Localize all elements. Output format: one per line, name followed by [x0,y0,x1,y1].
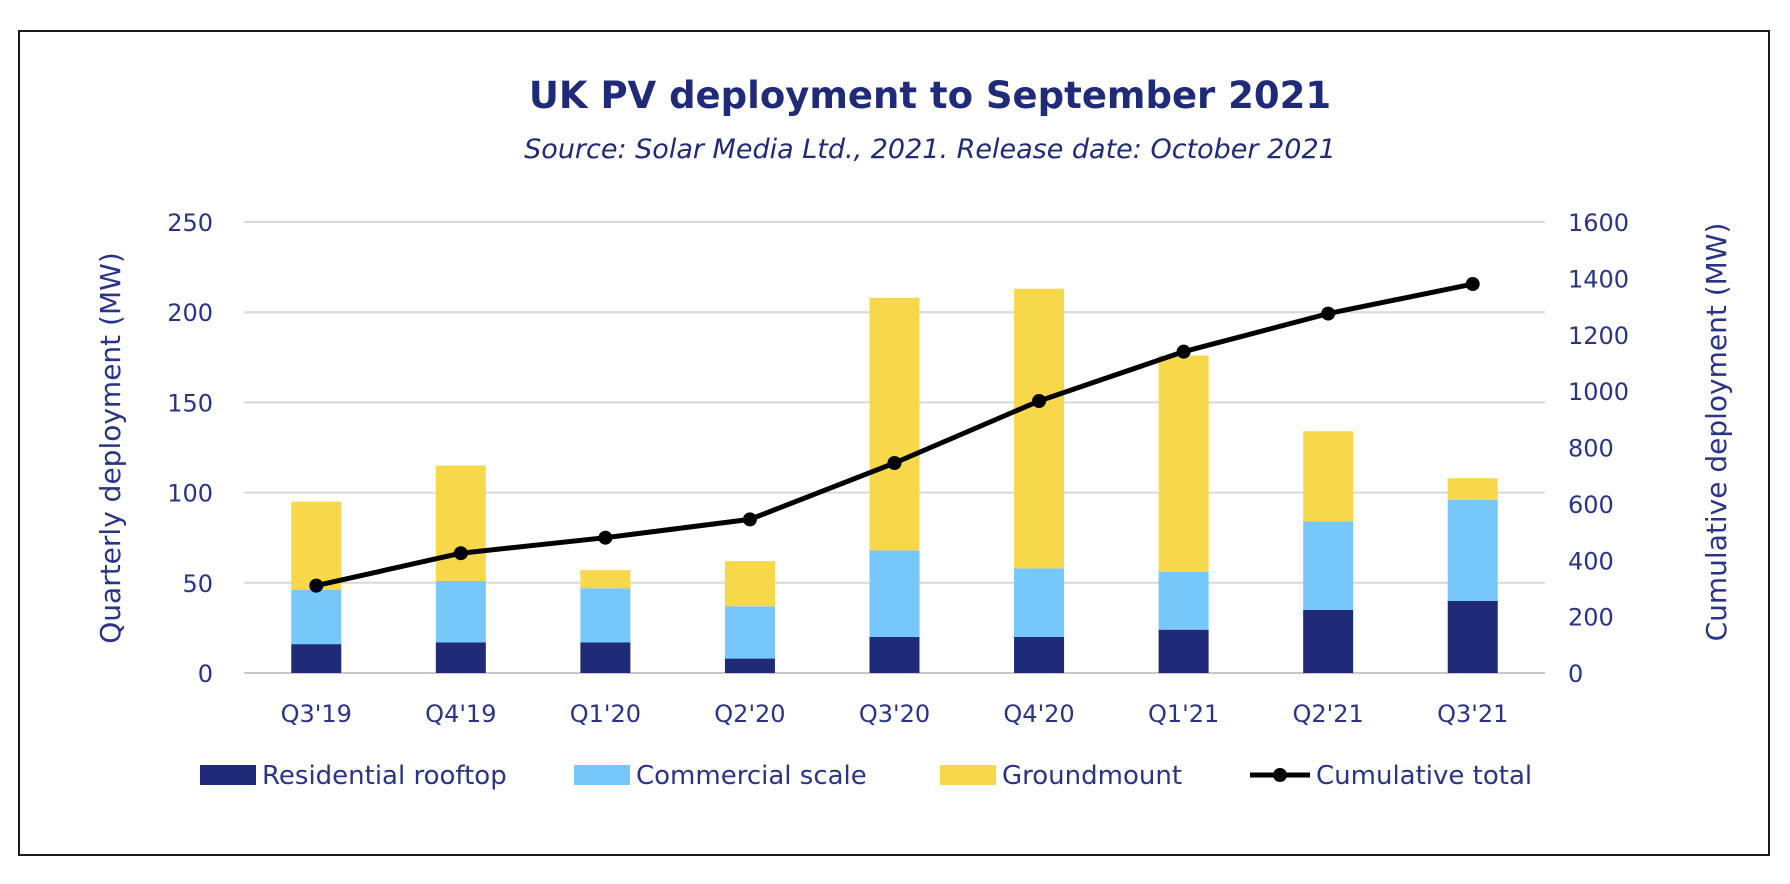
y2-tick-label: 1200 [1568,322,1629,350]
legend-item: Commercial scale [574,761,867,791]
legend-marker [1273,768,1287,782]
legend: Residential rooftop Commercial scale Groun… [200,761,1532,791]
cumulative-point [1465,277,1480,292]
legend-label: Residential rooftop [262,761,507,791]
y2-tick-label: 1000 [1568,378,1629,406]
y2-tick-label: 1600 [1568,209,1629,237]
bar-segment [1014,636,1065,673]
cumulative-point [1032,393,1047,408]
bar-segment [1447,478,1498,500]
x-tick-label: Q4'19 [425,700,496,728]
bar-segment [1303,431,1354,522]
y-tick-label: 200 [167,299,213,327]
cumulative-point [887,456,902,471]
bar-segment [724,561,775,607]
bar-segment [291,590,342,645]
y2-axis-label: Cumulative deployment (MW) [1700,223,1733,642]
bar-segment [580,588,631,643]
bar-segment [1014,288,1065,569]
bars [291,288,1498,673]
bar-segment [1158,629,1209,673]
y2-tick-label: 600 [1568,491,1614,519]
cumulative-point [742,512,757,527]
y2-tick-label: 400 [1568,547,1614,575]
y2-tick-label: 800 [1568,435,1614,463]
x-tick-label: Q2'21 [1293,700,1364,728]
cumulative-point [598,530,613,545]
bar-segment [580,642,631,673]
x-tick-label: Q3'19 [281,700,352,728]
chart-title: UK PV deployment to September 2021 [529,74,1331,117]
bar-segment [1014,568,1065,637]
legend-label: Commercial scale [636,761,867,791]
y2-tick-label: 200 [1568,604,1614,632]
y2-tick-label: 0 [1568,660,1583,688]
x-tick-label: Q1'20 [570,700,641,728]
y-tick-label: 50 [182,570,213,598]
bar-segment [1158,355,1209,572]
bar-segment [1158,571,1209,630]
x-tick-label: Q1'21 [1148,700,1219,728]
bar-segment [1447,600,1498,673]
cumulative-point [1321,306,1336,321]
axis-ticks: 0 50 100 150 200 250 0 200 400 600 800 1000 1200 1400… [167,209,1629,728]
bar-segment [869,636,920,673]
x-tick-label: Q3'20 [859,700,930,728]
x-tick-label: Q2'20 [714,700,785,728]
bar-segment [1303,609,1354,673]
bar-segment [869,297,920,551]
legend-swatch [200,765,256,785]
cumulative-point [453,546,468,561]
bar-segment [1447,499,1498,601]
y2-tick-label: 1400 [1568,265,1629,293]
legend-swatch [940,765,996,785]
legend-label: Cumulative total [1316,761,1532,791]
legend-item: Groundmount [940,761,1182,791]
bar-segment [1303,521,1354,610]
bar-segment [580,570,631,589]
bar-segment [435,580,486,643]
chart-subtitle: Source: Solar Media Ltd., 2021. Release … [524,134,1336,165]
bar-segment [724,606,775,659]
legend-label: Groundmount [1002,761,1182,791]
bar-segment [435,642,486,673]
x-tick-label: Q4'20 [1003,700,1074,728]
y-tick-label: 150 [167,389,213,417]
legend-item: Cumulative total [1250,761,1532,791]
bar-segment [291,644,342,673]
cumulative-point [1176,344,1191,359]
legend-swatch [574,765,630,785]
y-tick-label: 100 [167,480,213,508]
bar-segment [291,501,342,591]
x-tick-label: Q3'21 [1437,700,1508,728]
legend-item: Residential rooftop [200,761,507,791]
bar-segment [869,550,920,637]
y-tick-label: 250 [167,209,213,237]
bar-segment [724,658,775,673]
y-tick-label: 0 [198,660,213,688]
cumulative-point [309,578,324,593]
bar-segment [435,465,486,581]
y-axis-label: Quarterly deployment (MW) [94,252,127,644]
cumulative-line [309,277,1480,593]
